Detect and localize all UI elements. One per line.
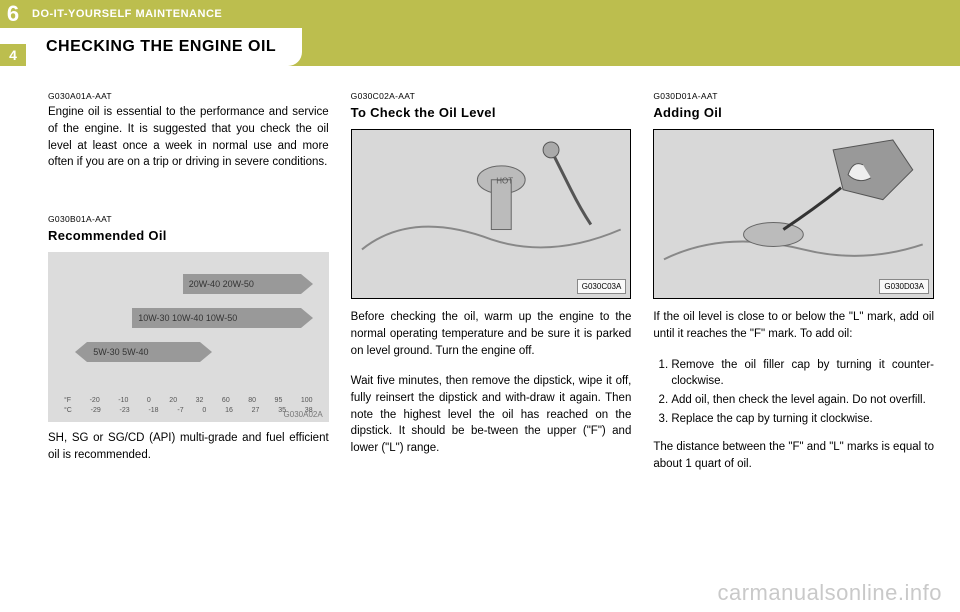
chart-scale-c: °C-29-23-18-7016273538 (64, 406, 313, 416)
chapter-number: 6 (0, 0, 26, 28)
check-code: G030C02A-AAT (351, 90, 632, 102)
content-columns: G030A01A-AAT Engine oil is essential to … (48, 90, 934, 588)
column-3: G030D01A-AAT Adding Oil G030D03A If the … (653, 90, 934, 588)
check-oil-figure: HOT G030C03A (351, 129, 632, 299)
intro-code: G030A01A-AAT (48, 90, 329, 102)
add-p2: The distance between the "F" and "L" mar… (653, 439, 934, 472)
step-3: Replace the cap by turning it clockwise. (671, 411, 934, 428)
chart-img-code: G030A02A (284, 409, 323, 421)
chart-row-20w: 20W-40 20W-50 (183, 274, 301, 294)
dipstick-illustration: HOT (352, 130, 631, 299)
add-oil-figure: G030D03A (653, 129, 934, 299)
pouring-illustration (654, 130, 933, 299)
add-title: Adding Oil (653, 104, 934, 123)
intro-text: Engine oil is essential to the performan… (48, 104, 329, 171)
section-heading: CHECKING THE ENGINE OIL (46, 38, 276, 56)
add-p1: If the oil level is close to or below th… (653, 309, 934, 342)
figure-code: G030C03A (577, 279, 627, 295)
header-bar: 6 DO-IT-YOURSELF MAINTENANCE (0, 0, 960, 28)
figure-code: G030D03A (879, 279, 929, 295)
svg-text:HOT: HOT (496, 177, 513, 186)
add-code: G030D01A-AAT (653, 90, 934, 102)
column-2: G030C02A-AAT To Check the Oil Level HOT … (351, 90, 632, 588)
page-number: 4 (0, 44, 26, 66)
check-p1: Before checking the oil, warm up the eng… (351, 309, 632, 359)
recommended-caption: SH, SG or SG/CD (API) multi-grade and fu… (48, 430, 329, 463)
step-1: Remove the oil filler cap by turning it … (671, 357, 934, 390)
check-title: To Check the Oil Level (351, 104, 632, 123)
column-1: G030A01A-AAT Engine oil is essential to … (48, 90, 329, 588)
add-oil-steps: Remove the oil filler cap by turning it … (653, 357, 934, 428)
step-2: Add oil, then check the level again. Do … (671, 392, 934, 409)
oil-viscosity-chart: 20W-40 20W-50 10W-30 10W-40 10W-50 5W-30… (48, 252, 329, 422)
chart-scale-f: °F-20-1002032608095100 (64, 396, 313, 406)
chapter-title: DO-IT-YOURSELF MAINTENANCE (26, 8, 222, 20)
recommended-title: Recommended Oil (48, 227, 329, 246)
recommended-code: G030B01A-AAT (48, 213, 329, 225)
watermark: carmanualsonline.info (717, 580, 942, 606)
section-tab: CHECKING THE ENGINE OIL (26, 28, 302, 66)
chart-row-5w: 5W-30 5W-40 (87, 342, 199, 362)
chart-row-10w: 10W-30 10W-40 10W-50 (132, 308, 300, 328)
check-p2: Wait five minutes, then remove the dipst… (351, 373, 632, 456)
